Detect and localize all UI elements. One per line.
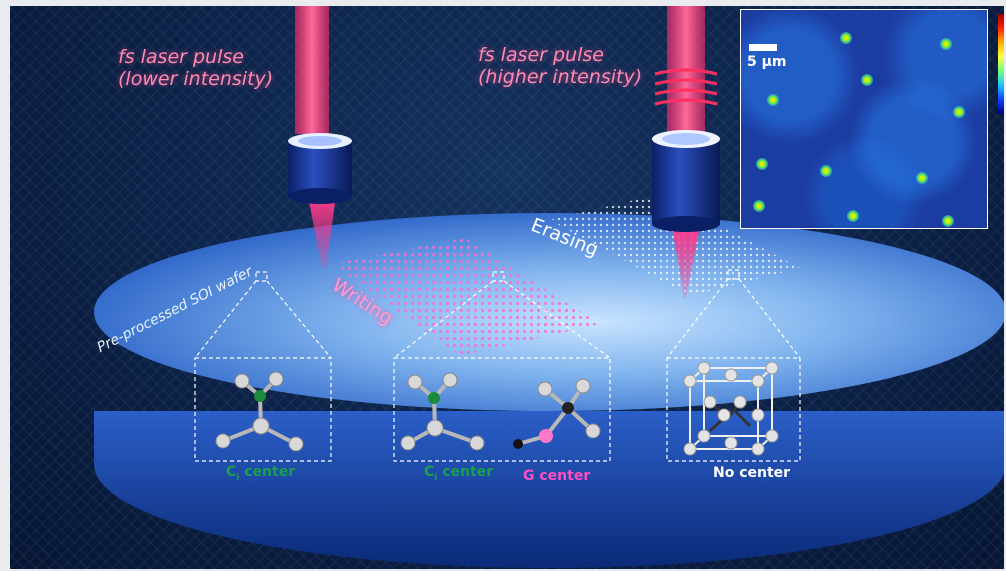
scene-illustration: [94, 6, 1004, 568]
emitter-spot: [840, 32, 852, 44]
emitter-spot: [940, 38, 952, 50]
emitter-spot: [756, 158, 768, 170]
ci-center-label-1: Ci center: [226, 464, 296, 483]
emitter-spot: [847, 210, 859, 222]
emitter-spot: [942, 215, 954, 227]
no-center-label: No center: [713, 465, 791, 481]
laser-beam-left: [295, 6, 336, 268]
colorbar: [998, 14, 1004, 114]
emitter-spot: [953, 106, 965, 118]
g-center-molecule: [513, 378, 601, 449]
emitter-spot: [767, 94, 779, 106]
laser-low-intensity-label: fs laser pulse (lower intensity): [118, 46, 274, 90]
objective-lens-left: [288, 133, 352, 204]
emitter-spot: [916, 172, 928, 184]
ci-center-molecule-1: [215, 371, 304, 452]
emitter-spot: [753, 200, 765, 212]
scale-bar: [749, 44, 777, 51]
figure-canvas: fs laser pulse (lower intensity) fs lase…: [10, 6, 1004, 569]
writing-dot-array: [332, 238, 600, 356]
objective-lens-right: [652, 130, 720, 232]
pl-map-background: [741, 10, 987, 228]
ci-center-molecule-2: [400, 372, 485, 451]
ci-center-label-2: Ci center: [424, 464, 494, 483]
laser-beam-right: [654, 6, 718, 298]
emitter-spot: [861, 74, 873, 86]
g-center-label: G center: [523, 468, 591, 484]
photoluminescence-map-inset: 5 μm: [740, 9, 988, 229]
laser-high-intensity-label: fs laser pulse (higher intensity): [478, 44, 643, 88]
scale-bar-label: 5 μm: [747, 54, 787, 70]
zoom-callouts: [194, 269, 801, 462]
silicon-lattice-cube: [683, 361, 779, 456]
emitter-spot: [820, 165, 832, 177]
